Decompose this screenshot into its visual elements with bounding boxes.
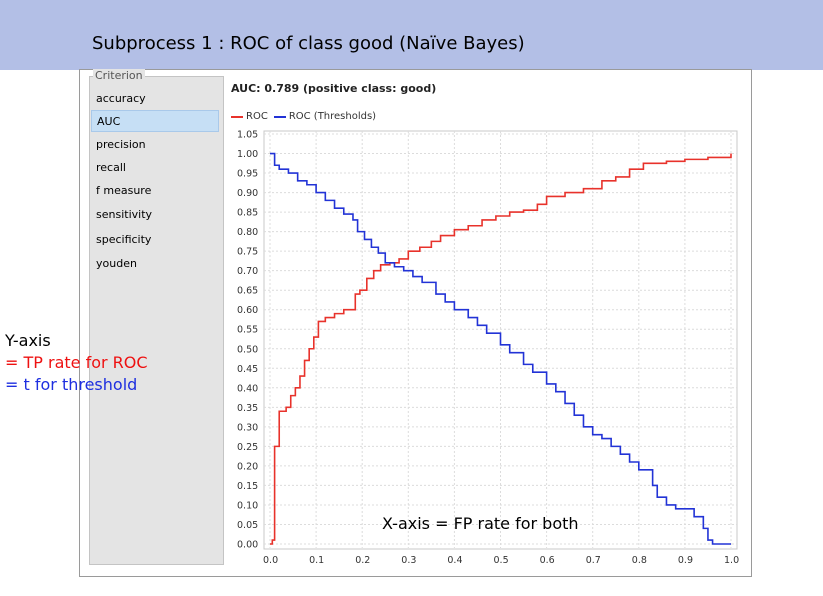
y-tick-label: 0.00 [237,540,258,551]
criterion-item-auc[interactable]: AUC [91,110,219,132]
x-tick-label: 0.5 [494,555,509,566]
y-tick-label: 0.55 [237,325,258,336]
y-tick-label: 0.40 [237,383,258,394]
y-axis-note: Y-axis [5,331,51,350]
criterion-panel [89,76,224,565]
x-tick-label: 1.0 [724,555,739,566]
y-tick-label: 0.60 [237,305,258,316]
y-tick-label: 0.45 [237,364,258,375]
y-tick-label: 0.15 [237,481,258,492]
y-axis-note-roc: = TP rate for ROC [5,353,148,372]
title-band [0,0,823,70]
thresholds-line [270,152,731,545]
legend-label-roc: ROC [246,111,268,122]
criterion-item-accuracy[interactable]: accuracy [96,92,146,105]
x-tick-label: 0.8 [632,555,647,566]
criterion-item-youden[interactable]: youden [96,257,137,270]
y-tick-label: 1.00 [237,149,258,160]
x-tick-label: 0.9 [678,555,693,566]
y-tick-label: 0.90 [237,188,258,199]
y-tick-label: 0.25 [237,442,258,453]
y-tick-label: 1.05 [237,130,258,141]
y-tick-label: 0.50 [237,344,258,355]
y-tick-label: 0.05 [237,520,258,531]
y-tick-label: 0.20 [237,461,258,472]
y-tick-label: 0.80 [237,227,258,238]
y-tick-label: 0.70 [237,266,258,277]
criterion-item-sensitivity[interactable]: sensitivity [96,208,153,221]
x-tick-label: 0.6 [540,555,555,566]
slide-title: Subprocess 1 : ROC of class good (Naïve … [92,33,525,54]
y-axis-note-threshold: = t for threshold [5,375,138,394]
criterion-item-f-measure[interactable]: f measure [96,184,152,197]
criterion-item-specificity[interactable]: specificity [96,233,152,246]
roc-line [270,153,732,545]
x-axis-note: X-axis = FP rate for both [382,514,579,533]
legend-label-thresholds: ROC (Thresholds) [288,111,377,122]
x-tick-label: 0.7 [586,555,601,566]
x-tick-label: 0.4 [447,555,462,566]
legend-swatch-roc [231,115,243,118]
criterion-legend: Criterion [93,69,145,82]
x-tick-label: 0.1 [309,555,324,566]
y-tick-label: 0.10 [237,500,258,511]
y-tick-label: 0.95 [237,169,258,180]
criterion-item-recall[interactable]: recall [96,161,126,174]
y-tick-label: 0.75 [237,247,258,258]
y-tick-label: 0.35 [237,403,258,414]
y-tick-label: 0.30 [237,422,258,433]
criterion-item-precision[interactable]: precision [96,138,146,151]
legend-swatch-thresholds [273,115,286,118]
chart-title: AUC: 0.789 (positive class: good) [231,82,437,95]
y-tick-label: 0.65 [237,286,258,297]
y-tick-label: 0.85 [237,208,258,219]
x-tick-label: 0.2 [355,555,370,566]
chart-legend: ROC ROC (Thresholds) [231,111,382,122]
x-tick-label: 0.0 [263,555,278,566]
x-tick-label: 0.3 [401,555,416,566]
